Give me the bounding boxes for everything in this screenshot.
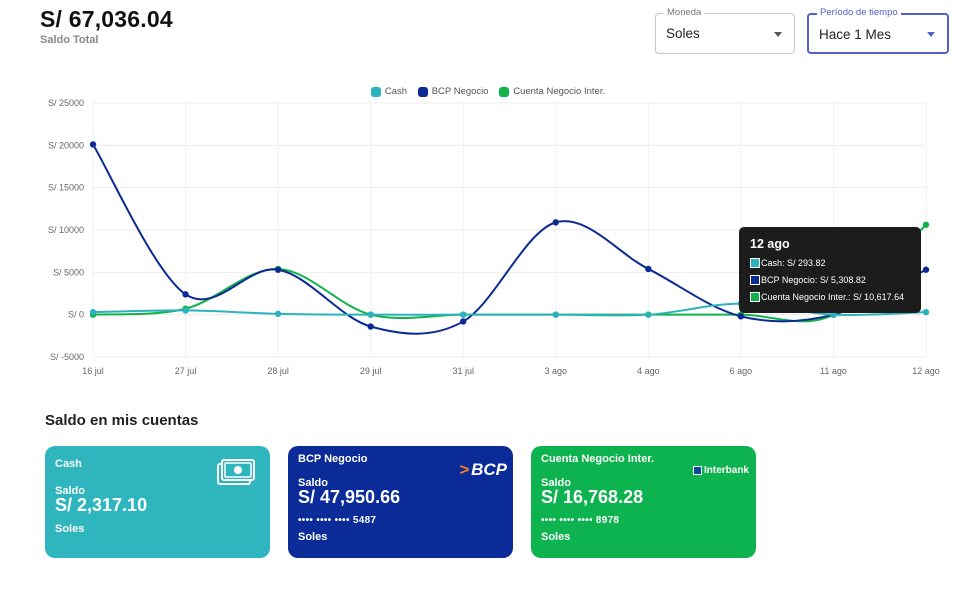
chevron-down-icon [774,32,782,37]
y-tick-label: S/ 15000 [48,183,84,193]
account-card-number: •••• •••• •••• 8978 [541,515,620,526]
legend-item-interbank[interactable]: Cuenta Negocio Inter. [499,86,605,97]
legend-swatch-cash [370,86,381,97]
tooltip-label-cash: Cash: S/ 293.82 [761,258,826,268]
accounts-section-title: Saldo en mis cuentas [45,412,199,429]
data-point[interactable] [89,308,97,316]
tooltip-row-cash: Cash: S/ 293.82 [750,258,910,268]
legend-label-cash: Cash [384,86,408,97]
period-select-value: Hace 1 Mes [819,27,892,42]
x-tick-label: 28 jul [267,366,289,376]
chevron-down-icon [927,32,935,37]
account-name: Cash [55,458,82,470]
tooltip-label-bcp: BCP Negocio: S/ 5,308.82 [761,275,866,285]
tooltip-swatch-bcp [750,275,760,285]
x-tick-label: 11 ago [820,366,847,376]
account-card-cash[interactable]: Cash Saldo S/ 2,317.10 Soles [45,446,270,558]
data-point[interactable] [922,221,930,228]
x-tick-label: 31 jul [452,366,474,376]
x-tick-label: 12 ago [912,366,940,376]
bcp-logo: > BCP [459,460,507,479]
chart-tooltip: 12 ago Cash: S/ 293.82 BCP Negocio: S/ 5… [739,227,921,313]
legend-swatch-interbank [499,86,510,97]
x-tick-label: 4 ago [637,366,660,376]
account-currency: Soles [55,523,85,535]
data-point[interactable] [274,266,282,273]
account-saldo-label: Saldo [298,477,328,489]
data-point[interactable] [922,308,930,316]
data-point[interactable] [89,141,97,148]
x-tick-label: 29 jul [360,366,382,376]
x-tick-label: 3 ago [545,366,568,376]
account-amount: S/ 47,950.66 [298,487,401,507]
period-select[interactable]: Período de tiempo Hace 1 Mes [807,7,949,54]
tooltip-row-interbank: Cuenta Negocio Inter.: S/ 10,617.64 [750,292,910,302]
y-tick-label: S/ 0 [68,310,84,320]
data-point[interactable] [460,318,467,325]
total-balance: S/ 67,036.04 Saldo Total [40,6,173,46]
total-balance-label: Saldo Total [40,34,99,46]
currency-select[interactable]: Moneda Soles [655,7,795,54]
data-point[interactable] [367,323,374,330]
tooltip-label-interbank: Cuenta Negocio Inter.: S/ 10,617.64 [761,292,905,302]
legend-item-bcp[interactable]: BCP Negocio [417,86,489,97]
balance-line-chart[interactable]: S/ 25000 S/ 20000 S/ 15000 S/ 10000 S/ 5000 S… [0,95,976,385]
total-balance-amount: S/ 67,036.04 [40,6,173,32]
data-point[interactable] [460,311,467,318]
data-point[interactable] [552,311,559,318]
y-tick-label: S/ 5000 [53,267,84,277]
account-card-number: •••• •••• •••• 5487 [298,515,377,526]
account-saldo-label: Saldo [541,477,571,489]
data-point[interactable] [182,307,189,314]
y-tick-label: S/ 20000 [48,140,84,150]
data-point[interactable] [367,311,374,318]
x-tick-label: 16 jul [82,366,104,376]
series-line-bcp[interactable] [92,143,927,335]
tooltip-row-bcp: BCP Negocio: S/ 5,308.82 [750,275,910,285]
account-amount: S/ 16,768.28 [541,487,644,507]
data-point[interactable] [552,219,559,226]
interbank-logo-mark [692,466,702,475]
interbank-logo: Interbank [692,465,749,476]
legend-label-interbank: Cuenta Negocio Inter. [513,86,606,97]
y-tick-label: S/ 10000 [48,225,84,235]
currency-select-value: Soles [666,26,700,41]
period-select-legend: Período de tiempo [817,7,901,18]
bcp-logo-text: BCP [471,460,507,479]
legend-item-cash[interactable]: Cash [370,86,408,97]
tooltip-swatch-interbank [750,292,760,302]
account-amount: S/ 2,317.10 [55,495,148,515]
legend-swatch-bcp [417,86,428,97]
y-tick-label: S/ -5000 [50,352,84,362]
legend-label-bcp: BCP Negocio [431,86,489,97]
account-name: Cuenta Negocio Inter. [541,453,655,465]
x-tick-label: 27 jul [175,366,197,376]
tooltip-title: 12 ago [750,237,790,251]
data-point[interactable] [645,265,652,273]
chart-legend: Cash BCP Negocio Cuenta Negocio Inter. [0,86,976,100]
data-point[interactable] [922,266,930,273]
account-card-bcp[interactable]: BCP Negocio > BCP Saldo S/ 47,950.66 ••••… [288,446,513,558]
x-tick-label: 6 ago [730,366,753,376]
account-saldo-label: Saldo [55,485,85,497]
account-currency: Soles [298,531,328,543]
interbank-logo-text: Interbank [703,465,749,476]
currency-select-legend: Moneda [664,7,705,18]
account-name: BCP Negocio [298,453,368,465]
data-point[interactable] [645,311,652,318]
data-point[interactable] [830,311,837,318]
tooltip-swatch-cash [750,258,760,268]
data-point[interactable] [274,310,282,318]
y-tick-label: S/ 25000 [48,98,84,108]
data-point[interactable] [737,313,745,320]
account-currency: Soles [541,531,571,543]
cash-icon [217,459,255,485]
account-card-interbank[interactable]: Cuenta Negocio Inter. Interbank Saldo S/… [531,446,756,558]
data-point[interactable] [182,291,189,298]
